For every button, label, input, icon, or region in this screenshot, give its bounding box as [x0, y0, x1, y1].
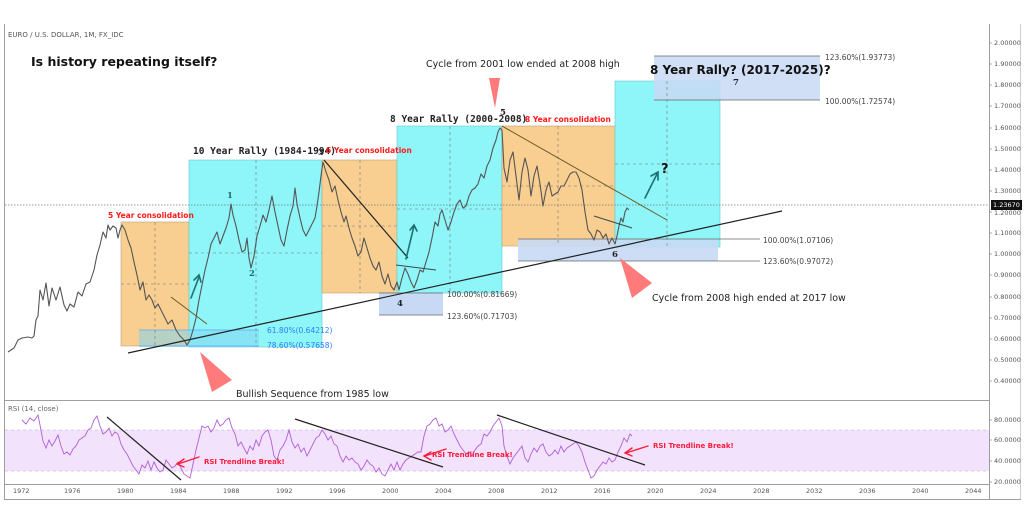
time-tick: 1976 — [64, 487, 81, 495]
price-tick: 2.00000 — [994, 39, 1021, 47]
wave-4: 4 — [397, 299, 403, 309]
rsi-break-label-2: RSI Trendline Break! — [432, 451, 513, 459]
price-tick: 1.80000 — [994, 81, 1021, 89]
fib-label-100-2000: 100.00%(0.81669) — [447, 290, 518, 299]
price-tick: 0.60000 — [994, 335, 1021, 343]
price-tick: 1.60000 — [994, 124, 1021, 132]
fib-label-100-target: 100.00%(1.72574) — [825, 97, 896, 106]
rsi-title: RSI (14, close) — [8, 405, 59, 413]
fib-label-78-6: 78.60%(0.57658) — [267, 341, 333, 350]
label-8y-consolidation: 8 Year consolidation — [525, 115, 611, 124]
wave-7: 7 — [733, 78, 739, 88]
future-question-mark: ? — [661, 162, 669, 177]
rsi-tick: 60.0000 — [994, 436, 1021, 444]
long-term-trendline — [127, 210, 783, 354]
price-tick: 0.50000 — [994, 356, 1021, 364]
fib-zone-2017 — [518, 239, 718, 261]
time-tick: 1972 — [13, 487, 30, 495]
time-tick: 2016 — [594, 487, 611, 495]
label-5y-consolidation: 5 Year consolidation — [108, 211, 194, 220]
wave-1: 1 — [227, 191, 233, 201]
time-tick: 2008 — [488, 487, 505, 495]
time-tick: 2020 — [647, 487, 664, 495]
price-tick: 1.90000 — [994, 60, 1021, 68]
rsi-tick: 20.0000 — [994, 478, 1021, 486]
pane-divider — [4, 400, 990, 401]
rsi-tick: 40.0000 — [994, 457, 1021, 465]
marker-2017-low — [620, 258, 652, 298]
price-axis-border — [989, 24, 990, 500]
price-tick: 1.30000 — [994, 187, 1021, 195]
chart-left-border — [4, 24, 5, 500]
price-tick: 1.00000 — [994, 250, 1021, 258]
fib-zone-1985 — [139, 330, 259, 347]
label-10y-rally: 10 Year Rally (1984-1994) — [193, 146, 336, 157]
time-tick: 1992 — [276, 487, 293, 495]
bottom-border — [4, 499, 1021, 500]
price-tick: 1.20000 — [994, 209, 1021, 217]
label-6y-consolidation: 6 Year consolidation — [326, 146, 412, 155]
headline: Is history repeating itself? — [31, 54, 218, 69]
fib-label-61-8: 61.80%(0.64212) — [267, 326, 333, 335]
rsi-line — [21, 413, 633, 479]
rsi-break-label-1: RSI Trendline Break! — [204, 458, 285, 466]
current-price-badge: 1.23670 — [991, 200, 1022, 210]
rsi-tick: 80.0000 — [994, 416, 1021, 424]
wave-5: 5 — [500, 108, 506, 118]
price-line — [7, 127, 630, 353]
time-tick: 2012 — [541, 487, 558, 495]
note-bullish-1985: Bullish Sequence from 1985 low — [236, 389, 389, 400]
marker-1985-low — [200, 352, 232, 392]
fib-label-123-2000: 123.60%(0.71703) — [447, 312, 518, 321]
time-tick: 2004 — [435, 487, 452, 495]
marker-2008-high — [489, 78, 500, 108]
fib-label-123-target: 123.60%(1.93773) — [825, 53, 896, 62]
time-tick: 2040 — [912, 487, 929, 495]
rally-box-projection — [614, 80, 721, 248]
price-tick: 0.40000 — [994, 377, 1021, 385]
price-tick: 0.70000 — [994, 314, 1021, 322]
note-cycle-2001-2008: Cycle from 2001 low ended at 2008 high — [426, 59, 620, 70]
time-tick: 1984 — [170, 487, 187, 495]
note-cycle-2008-2017: Cycle from 2008 high ended at 2017 low — [652, 293, 846, 304]
fib-label-100-2017: 100.00%(1.07106) — [763, 236, 834, 245]
consolidation-box-6y — [321, 159, 398, 294]
wave-2: 2 — [249, 269, 255, 279]
price-tick: 0.80000 — [994, 293, 1021, 301]
price-tick: 1.40000 — [994, 166, 1021, 174]
time-tick: 2028 — [753, 487, 770, 495]
outer-right-border — [1020, 24, 1021, 500]
time-tick: 2000 — [382, 487, 399, 495]
time-axis-border — [4, 484, 990, 485]
fib-zone-2000 — [379, 293, 443, 315]
label-future-rally: 8 Year Rally? (2017-2025)? — [650, 63, 831, 77]
rally-box-8y — [396, 125, 503, 294]
time-tick: 2044 — [965, 487, 982, 495]
wave-6: 6 — [612, 250, 618, 260]
time-tick: 2032 — [806, 487, 823, 495]
time-tick: 1980 — [117, 487, 134, 495]
time-tick: 2024 — [700, 487, 717, 495]
label-8y-rally: 8 Year Rally (2000-2008) — [390, 114, 528, 125]
time-tick: 1996 — [329, 487, 346, 495]
price-tick: 1.50000 — [994, 145, 1021, 153]
wave-3: 3 — [318, 148, 324, 158]
time-tick: 2036 — [859, 487, 876, 495]
time-tick: 1988 — [223, 487, 240, 495]
price-tick: 0.90000 — [994, 271, 1021, 279]
price-tick: 1.70000 — [994, 102, 1021, 110]
fib-zone-target — [654, 56, 820, 100]
symbol-label: EURO / U.S. DOLLAR, 1M, FX_IDC — [8, 31, 124, 39]
rsi-break-label-3: RSI Trendline Break! — [653, 442, 734, 450]
fib-label-123-2017: 123.60%(0.97072) — [763, 257, 834, 266]
price-tick: 1.10000 — [994, 229, 1021, 237]
